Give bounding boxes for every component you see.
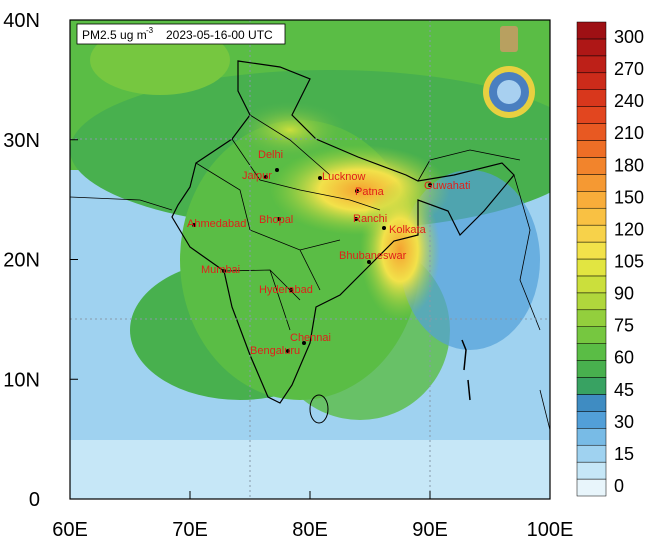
city-label: Hyderabad <box>259 284 313 296</box>
colorbar-segment <box>576 444 607 463</box>
colorbar-segment <box>576 174 607 192</box>
city-label: Kolkata <box>389 224 427 236</box>
colorbar-segment <box>576 72 607 90</box>
colorbar-segment <box>576 55 607 74</box>
colorbar-label: 210 <box>614 123 644 143</box>
lon-label: 70E <box>172 519 208 541</box>
city-dot <box>275 168 279 172</box>
colorbar-label: 0 <box>614 476 624 496</box>
colorbar-segment <box>576 309 607 327</box>
colorbar-segment <box>576 326 607 344</box>
city-dot <box>192 223 196 227</box>
colorbar-segment <box>576 428 607 446</box>
city-dot <box>264 175 268 179</box>
colorbar-label: 105 <box>614 252 644 272</box>
colorbar-segment <box>576 224 607 243</box>
colorbar-label: 30 <box>614 412 634 432</box>
city-dot <box>318 176 322 180</box>
city-label: Delhi <box>258 149 283 161</box>
colorbar-segment <box>576 140 607 158</box>
colorbar-label: 240 <box>614 91 644 111</box>
city-label: Mumbai <box>201 264 240 276</box>
city-label: Jaipur <box>242 170 272 182</box>
logo <box>483 26 535 118</box>
lat-label: 10N <box>3 369 40 391</box>
colorbar-segment <box>576 360 607 378</box>
title-quantity: PM2.5 ug m <box>82 28 147 42</box>
city-label: Guwahati <box>424 180 470 192</box>
lon-label: 80E <box>292 519 328 541</box>
colorbar-segment <box>576 461 607 480</box>
colorbar-label: 15 <box>614 444 634 464</box>
city-dot <box>302 341 306 345</box>
colorbar-segment <box>576 241 607 260</box>
city-label: Patna <box>355 186 385 198</box>
city-label: Ranchi <box>353 213 387 225</box>
city-dot <box>367 260 371 264</box>
colorbar-segment <box>576 191 607 209</box>
colorbar-segment <box>576 478 607 497</box>
colorbar-label: 120 <box>614 219 644 239</box>
colorbar-label: 270 <box>614 59 644 79</box>
colorbar-segment <box>576 343 607 361</box>
city-dot <box>428 183 432 187</box>
city-label: Chennai <box>290 332 331 344</box>
colorbar-segment <box>576 89 607 107</box>
colorbar-label: 150 <box>614 187 644 207</box>
city-dot <box>289 288 293 292</box>
city-label: Lucknow <box>322 171 365 183</box>
colorbar-segment <box>576 258 607 277</box>
city-dot <box>382 226 386 230</box>
colorbar-label: 180 <box>614 155 644 175</box>
city-label: Bengaluru <box>250 345 300 357</box>
city-label: Ahmedabad <box>187 218 246 230</box>
colorbar-segment <box>576 21 607 40</box>
lon-label: 100E <box>527 519 574 541</box>
city-label: Bhopal <box>259 214 293 226</box>
colorbar-label: 300 <box>614 27 644 47</box>
lat-label: 30N <box>3 130 40 152</box>
colorbar-segment <box>576 123 607 141</box>
lon-label: 60E <box>52 519 88 541</box>
colorbar-segment <box>576 106 607 124</box>
title-superscript: -3 <box>146 26 154 35</box>
colorbar-segment <box>576 207 607 226</box>
title-time: 2023-05-16-00 UTC <box>166 28 273 42</box>
lon-label: 90E <box>412 519 448 541</box>
colorbar-label: 90 <box>614 284 634 304</box>
city-dot <box>222 269 226 273</box>
colorbar-segment <box>576 38 607 57</box>
colorbar-segment <box>576 377 607 395</box>
colorbar-segment <box>576 275 607 294</box>
city-dot <box>277 217 281 221</box>
city-dot <box>354 217 358 221</box>
lat-label: 40N <box>3 10 40 32</box>
colorbar-segment <box>576 394 607 412</box>
colorbar-segment <box>576 292 607 311</box>
lat-label: 0 <box>29 489 40 511</box>
colorbar-segment <box>576 411 607 429</box>
map-field <box>70 20 550 499</box>
city-label: Bhubaneswar <box>339 250 407 262</box>
colorbar-label: 75 <box>614 316 634 336</box>
city-dot <box>355 189 359 193</box>
colorbar-label: 60 <box>614 348 634 368</box>
lat-label: 20N <box>3 250 40 272</box>
title-box: PM2.5 ug m -3 2023-05-16-00 UTC <box>76 23 286 45</box>
colorbar-segment <box>576 157 607 175</box>
city-dot <box>286 349 290 353</box>
colorbar-label: 45 <box>614 380 634 400</box>
